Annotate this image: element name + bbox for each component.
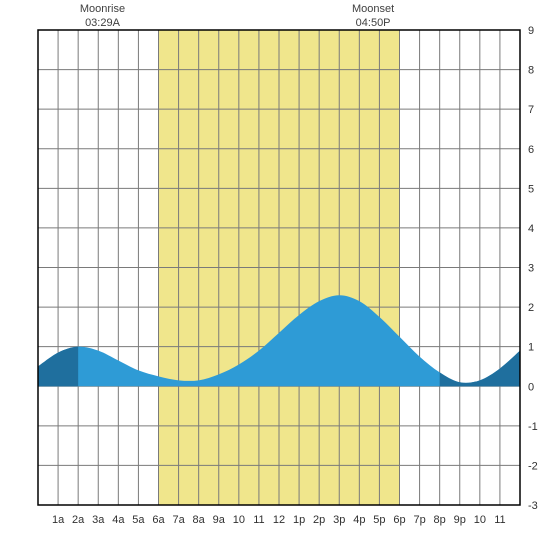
svg-text:3a: 3a [92, 514, 105, 526]
chart-svg: -3-2-101234567891a2a3a4a5a6a7a8a9a101112… [0, 0, 550, 550]
moonset-annotation: Moonset 04:50P [352, 2, 394, 31]
svg-text:2: 2 [528, 302, 534, 314]
svg-text:7p: 7p [413, 514, 425, 526]
svg-text:12: 12 [273, 514, 285, 526]
svg-text:8a: 8a [193, 514, 206, 526]
svg-text:-1: -1 [528, 421, 538, 433]
svg-text:5: 5 [528, 183, 534, 195]
svg-text:10: 10 [474, 514, 486, 526]
svg-text:11: 11 [253, 514, 264, 526]
svg-text:4: 4 [528, 223, 534, 235]
moonrise-title: Moonrise [80, 2, 125, 16]
svg-text:4a: 4a [112, 514, 125, 526]
moonrise-time: 03:29A [80, 16, 125, 30]
svg-text:8p: 8p [434, 514, 446, 526]
svg-text:0: 0 [528, 381, 534, 393]
moonset-time: 04:50P [352, 16, 394, 30]
svg-text:9p: 9p [454, 514, 466, 526]
svg-text:6: 6 [528, 144, 534, 156]
svg-text:2a: 2a [72, 514, 85, 526]
svg-text:6a: 6a [152, 514, 165, 526]
svg-text:5p: 5p [373, 514, 385, 526]
svg-text:11: 11 [494, 514, 505, 526]
svg-text:8: 8 [528, 65, 534, 77]
svg-text:9: 9 [528, 25, 534, 37]
moonrise-annotation: Moonrise 03:29A [80, 2, 125, 31]
moonset-title: Moonset [352, 2, 394, 16]
svg-text:-3: -3 [528, 500, 538, 512]
svg-text:3p: 3p [333, 514, 345, 526]
svg-text:3: 3 [528, 263, 534, 275]
svg-text:1: 1 [528, 342, 534, 354]
svg-text:6p: 6p [393, 514, 405, 526]
svg-text:9a: 9a [213, 514, 226, 526]
svg-text:5a: 5a [132, 514, 145, 526]
svg-text:7: 7 [528, 104, 534, 116]
svg-text:2p: 2p [313, 514, 325, 526]
tide-chart: -3-2-101234567891a2a3a4a5a6a7a8a9a101112… [0, 0, 550, 550]
svg-text:1p: 1p [293, 514, 305, 526]
svg-text:7a: 7a [172, 514, 185, 526]
svg-text:10: 10 [233, 514, 245, 526]
svg-text:1a: 1a [52, 514, 65, 526]
svg-text:4p: 4p [353, 514, 365, 526]
svg-text:-2: -2 [528, 460, 538, 472]
